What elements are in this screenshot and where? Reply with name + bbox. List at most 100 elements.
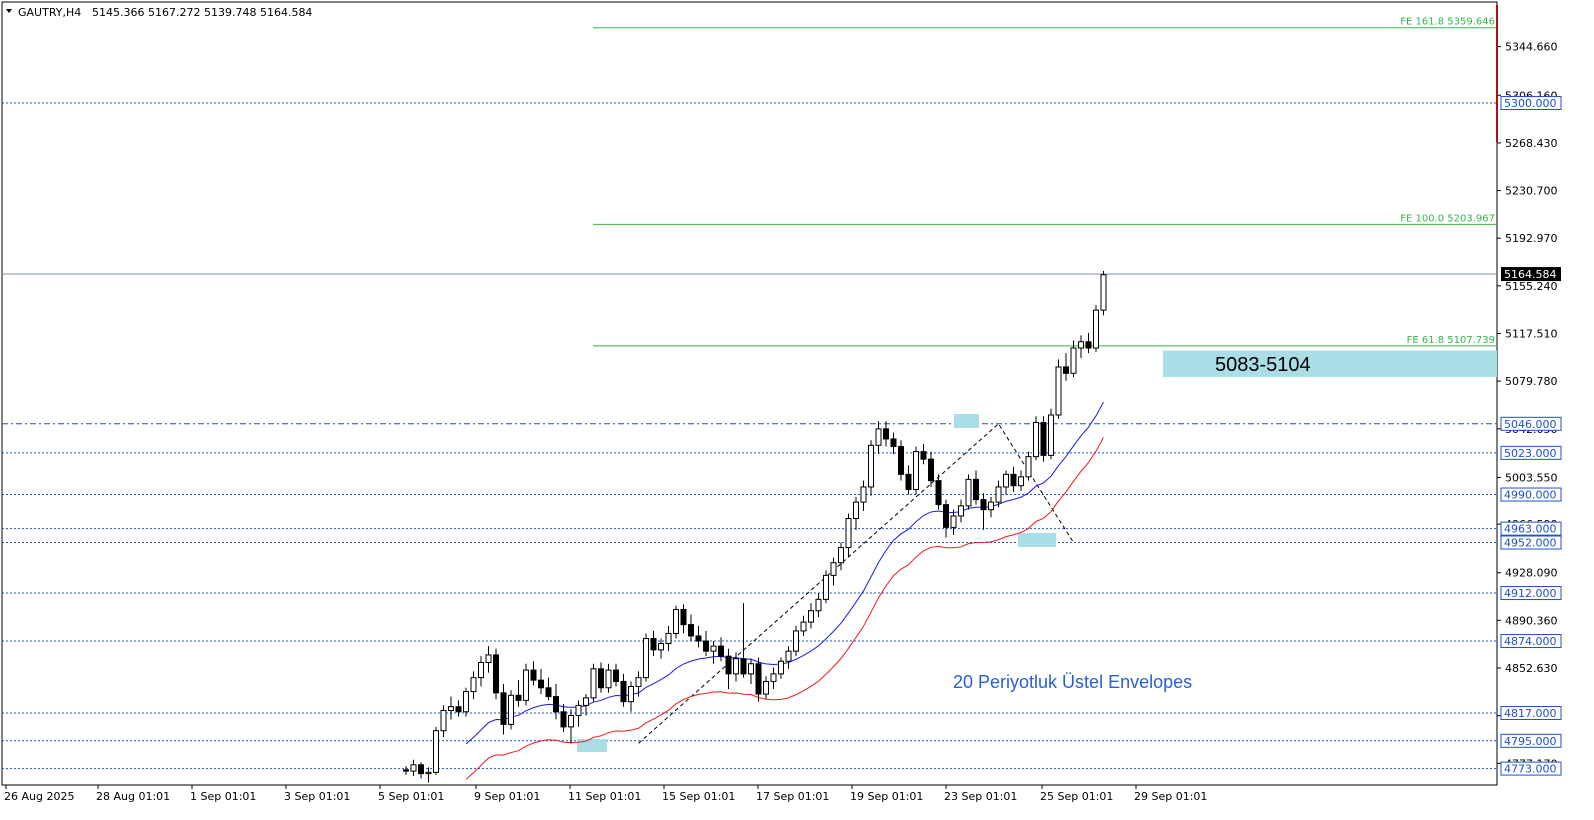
candle-body	[733, 658, 739, 675]
candle-body	[1010, 473, 1017, 487]
candle-body	[478, 661, 484, 679]
candle-body	[883, 428, 889, 440]
price-tick-label: 5344.660	[1505, 41, 1558, 54]
candle-body	[958, 505, 964, 517]
candle-body	[823, 574, 829, 600]
candle-body	[658, 643, 664, 651]
time-label: 26 Aug 2025	[4, 790, 74, 803]
candle-body	[898, 446, 904, 475]
candle-body	[1055, 366, 1062, 416]
candle-body	[988, 501, 994, 511]
candle-body	[830, 562, 837, 576]
dropdown-triangle-icon	[6, 9, 12, 13]
fib-label: FE 161.8 5359.646	[1400, 17, 1495, 28]
candle-body	[643, 638, 649, 679]
candle-body	[890, 438, 897, 448]
level-label: 5023.000	[1504, 447, 1557, 460]
candle-body	[740, 658, 747, 675]
candle-body	[433, 730, 439, 773]
candle-body	[620, 680, 627, 703]
candle-body	[905, 473, 912, 490]
candle-body	[845, 518, 852, 549]
candle-body	[628, 685, 634, 703]
candle-body	[665, 632, 672, 645]
price-tick-label: 5192.970	[1505, 232, 1558, 245]
fib-label: FE 61.8 5107.739	[1407, 335, 1495, 346]
symbol-timeframe: GAUTRY,H4	[18, 6, 81, 19]
candle-body	[1093, 309, 1099, 349]
candle-body	[455, 706, 462, 713]
candle-body	[980, 499, 987, 511]
candle-body	[1033, 422, 1039, 458]
candle-body	[815, 598, 822, 612]
level-label-box	[1500, 96, 1562, 111]
candle-body	[725, 655, 732, 675]
level-label: 5300.000	[1504, 97, 1557, 110]
candle-body	[613, 669, 619, 682]
level-label: 4795.000	[1504, 735, 1557, 748]
candle-body	[470, 677, 477, 693]
level-label-box	[1500, 521, 1562, 536]
candle-body	[868, 444, 874, 488]
candle-body	[995, 486, 1002, 503]
candle-body	[440, 709, 447, 732]
candle-body	[418, 764, 424, 775]
candle-body	[875, 428, 882, 446]
candle-body	[853, 501, 859, 520]
zone-label: 5083-5104	[1215, 354, 1311, 376]
candle-body	[650, 638, 657, 651]
candle-body	[763, 680, 769, 695]
candle-body	[785, 650, 792, 662]
candle-body	[800, 621, 807, 632]
candle-body	[568, 715, 574, 728]
candle-body	[808, 610, 814, 623]
candle-body	[590, 668, 597, 699]
candle-body	[553, 696, 559, 713]
level-label-box	[1500, 487, 1562, 502]
candle-body	[695, 635, 702, 642]
envelope-annotation: 20 Periyotluk Üstel Envelopes	[953, 672, 1192, 692]
candles-group	[403, 270, 1107, 783]
candle-body	[973, 478, 979, 501]
candle-body	[718, 645, 724, 657]
time-label: 15 Sep 01:01	[662, 790, 735, 803]
price-tick-label: 4928.090	[1505, 567, 1558, 580]
level-label: 4817.000	[1504, 707, 1557, 720]
candle-body	[523, 669, 529, 701]
plot-area	[1, 1, 1498, 786]
candle-body	[680, 608, 687, 626]
current-price-label: 5164.584	[1504, 268, 1557, 281]
candle-body	[500, 692, 507, 725]
fib-label: FE 100.0 5203.967	[1400, 213, 1495, 224]
candle-body	[560, 711, 567, 728]
candle-body	[530, 669, 537, 681]
candle-body	[838, 547, 844, 564]
candle-body	[493, 654, 499, 694]
ohlc-values: 5145.366 5167.272 5139.748 5164.584	[92, 6, 312, 19]
time-label: 17 Sep 01:01	[756, 790, 829, 803]
candle-body	[538, 679, 544, 689]
time-label: 11 Sep 01:01	[568, 790, 641, 803]
candle-body	[598, 668, 604, 689]
price-tick-label: 5079.780	[1505, 375, 1558, 388]
candle-body	[935, 480, 942, 506]
fib-expansion-path	[638, 423, 1074, 744]
candle-body	[778, 660, 784, 675]
candle-body	[583, 697, 589, 706]
level-label: 4990.000	[1504, 489, 1557, 502]
price-tick-label: 5268.430	[1505, 137, 1558, 150]
price-tick-label: 5117.510	[1505, 327, 1558, 340]
candle-body	[770, 673, 777, 682]
candle-body	[1078, 341, 1084, 349]
candle-body	[950, 515, 957, 528]
level-label-box	[1500, 706, 1562, 721]
current-price-box	[1501, 267, 1561, 282]
time-label: 23 Sep 01:01	[944, 790, 1017, 803]
price-tick-label: 4890.360	[1505, 614, 1558, 627]
price-tick-label: 4852.630	[1505, 662, 1558, 675]
candle-body	[1025, 456, 1032, 478]
candle-body	[1063, 366, 1069, 374]
candle-body	[920, 451, 927, 460]
candle-body	[688, 624, 694, 637]
